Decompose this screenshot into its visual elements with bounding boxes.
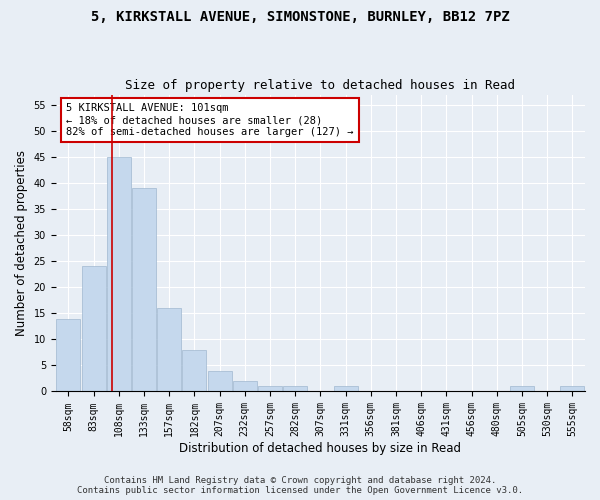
Text: 5 KIRKSTALL AVENUE: 101sqm
← 18% of detached houses are smaller (28)
82% of semi: 5 KIRKSTALL AVENUE: 101sqm ← 18% of deta… [67,104,354,136]
Bar [107,157,131,392]
Y-axis label: Number of detached properties: Number of detached properties [15,150,28,336]
Bar [258,386,282,392]
Bar [510,386,534,392]
Bar [132,188,156,392]
Bar [182,350,206,392]
Text: Contains HM Land Registry data © Crown copyright and database right 2024.
Contai: Contains HM Land Registry data © Crown c… [77,476,523,495]
Bar [56,318,80,392]
Bar [283,386,307,392]
Bar [157,308,181,392]
Bar [208,370,232,392]
X-axis label: Distribution of detached houses by size in Read: Distribution of detached houses by size … [179,442,461,455]
Bar [334,386,358,392]
Bar [82,266,106,392]
Text: 5, KIRKSTALL AVENUE, SIMONSTONE, BURNLEY, BB12 7PZ: 5, KIRKSTALL AVENUE, SIMONSTONE, BURNLEY… [91,10,509,24]
Bar [560,386,584,392]
Bar [233,381,257,392]
Title: Size of property relative to detached houses in Read: Size of property relative to detached ho… [125,79,515,92]
